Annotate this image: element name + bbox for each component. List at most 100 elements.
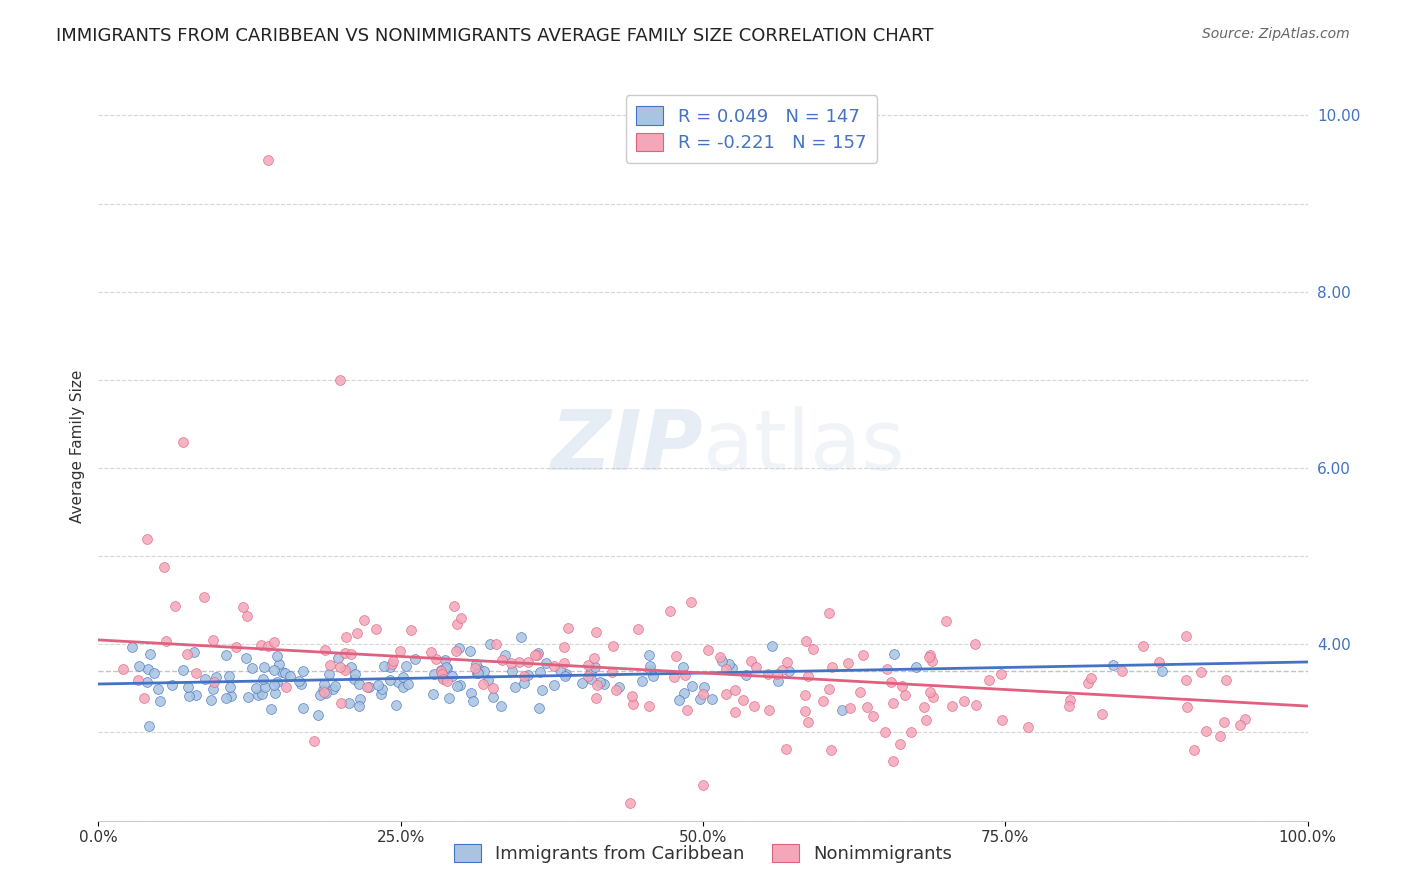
Point xyxy=(1080,671,1102,685)
Point xyxy=(638,663,661,677)
Point xyxy=(548,663,571,677)
Point xyxy=(1213,715,1236,730)
Point xyxy=(527,646,550,660)
Point xyxy=(135,675,157,690)
Point xyxy=(889,737,911,751)
Point xyxy=(429,663,451,677)
Point xyxy=(605,683,627,698)
Point xyxy=(446,644,468,658)
Point xyxy=(576,669,599,683)
Point xyxy=(250,687,273,701)
Point xyxy=(218,669,240,683)
Point xyxy=(387,674,409,689)
Point xyxy=(543,678,565,692)
Point xyxy=(681,679,703,693)
Point xyxy=(389,644,412,658)
Point xyxy=(724,705,747,719)
Point xyxy=(530,683,553,698)
Point xyxy=(329,659,352,673)
Point xyxy=(692,778,714,792)
Point xyxy=(436,660,458,674)
Point xyxy=(920,685,942,699)
Point xyxy=(392,670,415,684)
Point xyxy=(149,694,172,708)
Point xyxy=(422,666,444,681)
Point xyxy=(447,640,470,655)
Point xyxy=(893,689,915,703)
Point xyxy=(658,604,681,618)
Point xyxy=(290,677,312,691)
Point xyxy=(922,690,945,704)
Point xyxy=(314,643,336,657)
Point xyxy=(811,694,834,708)
Point xyxy=(510,631,533,645)
Point xyxy=(256,153,278,167)
Point xyxy=(292,701,315,715)
Point xyxy=(831,703,853,717)
Point xyxy=(177,680,200,694)
Point xyxy=(472,664,495,678)
Point xyxy=(394,659,416,673)
Point xyxy=(579,664,602,678)
Point xyxy=(582,650,605,665)
Text: ZIP: ZIP xyxy=(550,406,703,486)
Point xyxy=(600,665,623,679)
Point xyxy=(918,648,941,662)
Point xyxy=(193,590,215,604)
Point xyxy=(202,633,225,648)
Point xyxy=(450,611,472,625)
Point xyxy=(443,599,465,613)
Point xyxy=(1059,693,1081,707)
Point xyxy=(347,699,370,714)
Point xyxy=(766,666,789,681)
Point xyxy=(820,743,842,757)
Point xyxy=(848,685,870,699)
Point xyxy=(236,609,259,624)
Point xyxy=(252,660,274,674)
Point xyxy=(260,702,283,716)
Point xyxy=(583,660,606,674)
Point xyxy=(482,681,505,695)
Point xyxy=(111,663,134,677)
Point xyxy=(357,680,380,694)
Point xyxy=(235,650,257,665)
Point xyxy=(219,689,242,703)
Point xyxy=(464,661,486,675)
Point xyxy=(337,696,360,710)
Point xyxy=(529,665,551,680)
Point xyxy=(696,642,718,657)
Point xyxy=(839,700,862,714)
Point xyxy=(225,640,247,654)
Point xyxy=(346,625,368,640)
Point xyxy=(160,678,183,692)
Point xyxy=(818,682,841,697)
Point xyxy=(554,667,576,681)
Point xyxy=(503,680,526,694)
Legend: R = 0.049   N = 147, R = -0.221   N = 157: R = 0.049 N = 147, R = -0.221 N = 157 xyxy=(626,95,877,163)
Point xyxy=(384,698,406,712)
Point xyxy=(553,656,575,670)
Text: atlas: atlas xyxy=(703,406,904,486)
Text: IMMIGRANTS FROM CARIBBEAN VS NONIMMIGRANTS AVERAGE FAMILY SIZE CORRELATION CHART: IMMIGRANTS FROM CARIBBEAN VS NONIMMIGRAN… xyxy=(56,27,934,45)
Point xyxy=(465,665,488,680)
Point xyxy=(621,689,644,703)
Point xyxy=(479,637,502,651)
Point xyxy=(904,660,927,674)
Point xyxy=(430,670,453,684)
Point xyxy=(127,673,149,687)
Point xyxy=(797,669,820,683)
Point xyxy=(953,694,976,708)
Point xyxy=(1152,664,1174,678)
Point xyxy=(508,655,530,669)
Point xyxy=(460,686,482,700)
Point xyxy=(356,680,378,694)
Point xyxy=(638,699,661,714)
Point xyxy=(186,689,208,703)
Point xyxy=(491,653,513,667)
Point xyxy=(977,673,1000,687)
Point xyxy=(215,648,238,662)
Point xyxy=(900,724,922,739)
Point xyxy=(873,725,896,739)
Point xyxy=(461,694,484,708)
Point xyxy=(716,662,738,676)
